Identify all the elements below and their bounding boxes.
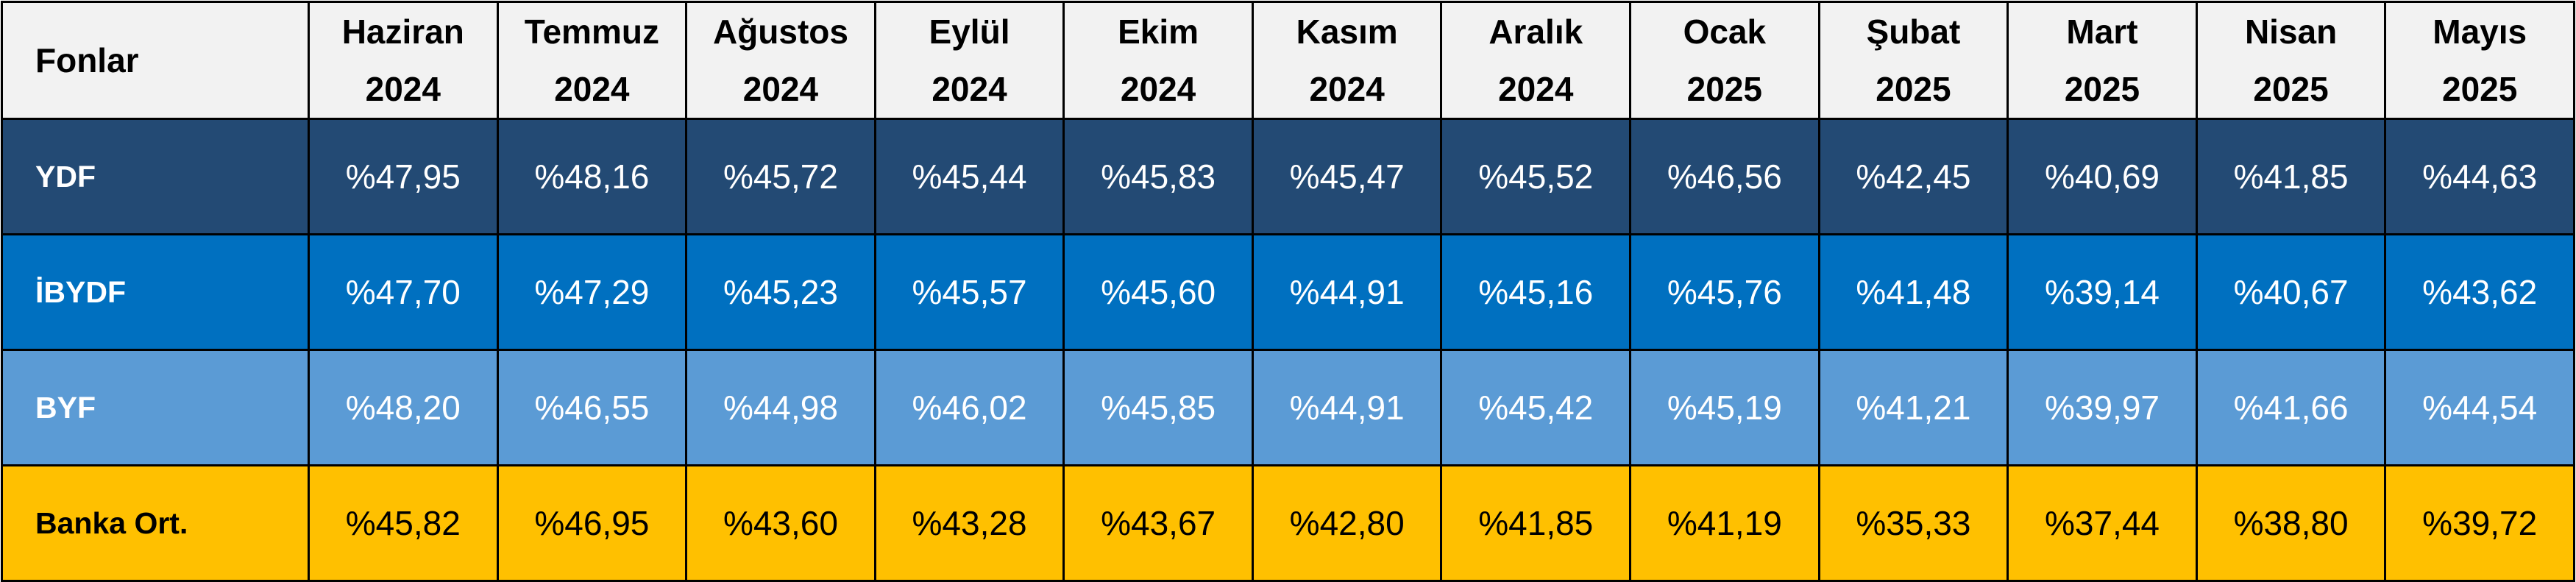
header-year: 2025 (1876, 70, 1951, 108)
header-year: 2025 (1686, 70, 1762, 108)
value-cell: %45,85 (1062, 349, 1254, 466)
header-month-name: Temmuz (524, 13, 659, 51)
value-cell: %45,72 (685, 118, 876, 235)
value-cell: %48,20 (308, 349, 499, 466)
value-cell: %47,29 (496, 233, 688, 351)
header-month-0: Haziran 2024 (308, 1, 499, 120)
header-month-1: Temmuz 2024 (496, 1, 688, 120)
table-row: Banka Ort. %45,82 %46,95 %43,60 %43,28 %43,67… (1, 464, 2575, 582)
header-month-name: Kasım (1296, 13, 1398, 51)
header-month-name: Ekim (1118, 13, 1199, 51)
fund-name-cell: YDF (1, 118, 310, 235)
value-cell: %42,80 (1251, 464, 1443, 582)
header-year: 2024 (742, 70, 819, 108)
value-cell: %46,55 (496, 349, 688, 466)
header-month-name: Nisan (2244, 13, 2338, 51)
fund-name-cell: İBYDF (1, 233, 310, 351)
header-year: 2024 (365, 70, 441, 108)
header-year: 2025 (2442, 70, 2518, 108)
value-cell: %45,83 (1062, 118, 1254, 235)
header-year: 2024 (1309, 70, 1385, 108)
value-cell: %45,52 (1440, 118, 1632, 235)
value-cell: %46,02 (873, 349, 1065, 466)
header-month-name: Eylül (929, 13, 1010, 51)
value-cell: %47,70 (308, 233, 499, 351)
value-cell: %44,63 (2384, 118, 2575, 235)
header-month-name: Aralık (1489, 13, 1583, 51)
value-cell: %39,14 (2006, 233, 2198, 351)
header-month-name: Mayıs (2433, 13, 2527, 51)
value-cell: %38,80 (2195, 464, 2387, 582)
fund-name-cell: BYF (1, 349, 310, 466)
header-year: 2024 (1498, 70, 1574, 108)
header-month-6: Aralık 2024 (1440, 1, 1632, 120)
header-month-11: Mayıs 2025 (2384, 1, 2575, 120)
header-year: 2024 (554, 70, 630, 108)
value-cell: %44,98 (685, 349, 876, 466)
value-cell: %43,62 (2384, 233, 2575, 351)
header-month-name: Ağustos (712, 13, 848, 51)
value-cell: %40,69 (2006, 118, 2198, 235)
table-body: YDF %47,95 %48,16 %45,72 %45,44 %45,83 %45,47%… (1, 118, 2575, 582)
value-cell: %44,91 (1251, 349, 1443, 466)
value-cell: %45,19 (1629, 349, 1820, 466)
value-cell: %48,16 (496, 118, 688, 235)
value-cell: %43,60 (685, 464, 876, 582)
value-cell: %45,23 (685, 233, 876, 351)
value-cell: %43,28 (873, 464, 1065, 582)
header-month-name: Şubat (1866, 13, 1961, 51)
value-cell: %47,95 (308, 118, 499, 235)
header-month-10: Nisan 2025 (2195, 1, 2387, 120)
header-year: 2025 (2253, 70, 2329, 108)
header-month-4: Ekim 2024 (1062, 1, 1254, 120)
value-cell: %39,97 (2006, 349, 2198, 466)
header-fund-label: Fonlar (1, 1, 310, 120)
value-cell: %42,45 (1817, 118, 2009, 235)
header-year: 2024 (932, 70, 1007, 108)
table-row: BYF %48,20 %46,55 %44,98 %46,02 %45,85 %44,91%… (1, 349, 2575, 466)
header-year: 2024 (1120, 70, 1196, 108)
value-cell: %45,44 (873, 118, 1065, 235)
header-row: Fonlar Haziran 2024 Temmuz 2024 Ağustos 2024 E… (1, 1, 2575, 120)
value-cell: %46,95 (496, 464, 688, 582)
header-month-3: Eylül 2024 (873, 1, 1065, 120)
value-cell: %45,57 (873, 233, 1065, 351)
value-cell: %41,48 (1817, 233, 2009, 351)
fund-name-cell: Banka Ort. (1, 464, 310, 582)
value-cell: %44,91 (1251, 233, 1443, 351)
value-cell: %43,67 (1062, 464, 1254, 582)
value-cell: %45,82 (308, 464, 499, 582)
value-cell: %41,85 (2195, 118, 2387, 235)
value-cell: %45,47 (1251, 118, 1443, 235)
value-cell: %46,56 (1629, 118, 1820, 235)
value-cell: %40,67 (2195, 233, 2387, 351)
header-month-name: Ocak (1683, 13, 1767, 51)
value-cell: %44,54 (2384, 349, 2575, 466)
value-cell: %41,21 (1817, 349, 2009, 466)
table-row: YDF %47,95 %48,16 %45,72 %45,44 %45,83 %45,47%… (1, 118, 2575, 235)
header-year: 2025 (2064, 70, 2140, 108)
table-row: İBYDF %47,70 %47,29 %45,23 %45,57 %45,60 %44,9… (1, 233, 2575, 351)
value-cell: %45,16 (1440, 233, 1632, 351)
header-month-7: Ocak 2025 (1629, 1, 1820, 120)
value-cell: %41,19 (1629, 464, 1820, 582)
value-cell: %39,72 (2384, 464, 2575, 582)
value-cell: %41,85 (1440, 464, 1632, 582)
header-month-5: Kasım 2024 (1251, 1, 1443, 120)
header-month-8: Şubat 2025 (1817, 1, 2009, 120)
header-month-name: Haziran (341, 13, 464, 51)
header-month-9: Mart 2025 (2006, 1, 2198, 120)
value-cell: %45,76 (1629, 233, 1820, 351)
value-cell: %37,44 (2006, 464, 2198, 582)
value-cell: %35,33 (1817, 464, 2009, 582)
value-cell: %41,66 (2195, 349, 2387, 466)
header-month-2: Ağustos 2024 (685, 1, 876, 120)
value-cell: %45,60 (1062, 233, 1254, 351)
value-cell: %45,42 (1440, 349, 1632, 466)
header-month-name: Mart (2066, 13, 2138, 51)
